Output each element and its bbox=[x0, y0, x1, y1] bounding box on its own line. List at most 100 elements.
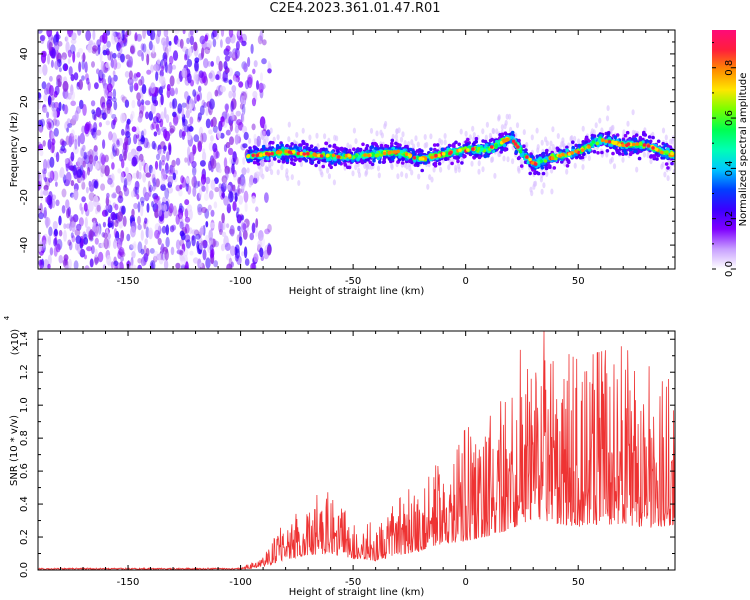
noise-blob bbox=[61, 52, 67, 60]
noise-blob bbox=[134, 180, 140, 190]
colorbar-tick-label: 0.6 bbox=[724, 110, 735, 126]
noise-blob bbox=[41, 81, 47, 90]
signal-blob bbox=[358, 147, 363, 152]
noise-blob bbox=[73, 146, 79, 155]
noise-blob bbox=[62, 259, 68, 265]
noise-blob bbox=[100, 183, 106, 191]
halo-blob bbox=[323, 133, 327, 140]
noise-blob bbox=[70, 84, 74, 96]
noise-blob bbox=[220, 243, 225, 252]
noise-blob bbox=[112, 52, 117, 59]
spectrogram-ytick-label: 40 bbox=[19, 48, 30, 61]
noise-blob bbox=[83, 151, 88, 160]
noise-blob bbox=[181, 67, 188, 79]
noise-blob bbox=[125, 173, 132, 186]
noise-blob bbox=[107, 217, 112, 225]
noise-blob bbox=[259, 30, 264, 42]
noise-blob bbox=[157, 127, 161, 136]
signal-blob bbox=[374, 153, 379, 158]
noise-blob bbox=[259, 116, 266, 129]
noise-blob bbox=[211, 32, 215, 40]
signal-blob bbox=[246, 154, 250, 159]
noise-blob bbox=[146, 53, 150, 66]
noise-blob bbox=[79, 99, 84, 110]
halo-blob bbox=[354, 164, 358, 171]
signal-blob bbox=[628, 152, 633, 156]
halo-blob bbox=[549, 140, 553, 147]
noise-blob bbox=[145, 172, 152, 178]
halo-blob bbox=[299, 161, 303, 168]
noise-blob bbox=[48, 122, 52, 129]
noise-blob bbox=[186, 37, 191, 45]
noise-blob bbox=[266, 245, 272, 256]
noise-blob bbox=[145, 163, 149, 175]
spectrogram-xtick-label: 50 bbox=[572, 276, 585, 287]
signal-blob bbox=[333, 156, 337, 160]
noise-blob bbox=[236, 119, 243, 126]
noise-blob bbox=[125, 131, 131, 138]
signal-blob bbox=[536, 160, 541, 165]
noise-blob bbox=[224, 242, 231, 251]
signal-blob bbox=[500, 132, 505, 137]
halo-blob bbox=[573, 135, 577, 142]
noise-blob bbox=[69, 192, 75, 198]
signal-blob bbox=[285, 144, 289, 148]
signal-blob bbox=[284, 149, 288, 153]
signal-blob bbox=[292, 162, 296, 166]
noise-blob bbox=[151, 121, 157, 130]
signal-blob bbox=[604, 139, 608, 144]
halo-blob bbox=[472, 136, 476, 143]
halo-blob bbox=[290, 174, 294, 181]
noise-blob bbox=[138, 171, 142, 180]
noise-blob bbox=[64, 36, 68, 42]
noise-blob bbox=[251, 123, 256, 131]
noise-blob bbox=[128, 56, 133, 68]
noise-blob bbox=[97, 113, 103, 119]
signal-blob bbox=[392, 150, 396, 154]
halo-blob bbox=[540, 188, 544, 195]
noise-blob bbox=[225, 129, 231, 136]
noise-blob bbox=[171, 159, 176, 168]
signal-blob bbox=[437, 153, 441, 158]
noise-blob bbox=[66, 127, 69, 133]
noise-blob bbox=[85, 30, 92, 42]
noise-blob bbox=[67, 123, 73, 128]
colorbar-tick-label: 0.2 bbox=[724, 211, 735, 227]
noise-blob bbox=[95, 107, 102, 118]
noise-blob bbox=[78, 61, 82, 73]
spectrogram-ytick-label: 20 bbox=[19, 95, 30, 108]
noise-blob bbox=[145, 247, 150, 257]
signal-blob bbox=[471, 147, 475, 151]
noise-blob bbox=[50, 59, 54, 68]
halo-blob bbox=[287, 121, 291, 128]
noise-blob bbox=[255, 218, 259, 228]
noise-blob bbox=[79, 177, 85, 184]
noise-blob bbox=[148, 111, 153, 121]
noise-blob bbox=[233, 173, 238, 181]
noise-blob bbox=[64, 64, 68, 71]
noise-blob bbox=[111, 162, 115, 170]
halo-blob bbox=[626, 120, 630, 127]
signal-blob bbox=[373, 147, 378, 151]
noise-blob bbox=[42, 106, 48, 113]
noise-blob bbox=[84, 265, 90, 269]
signal-blob bbox=[631, 137, 635, 142]
noise-blob bbox=[167, 175, 174, 185]
signal-blob bbox=[646, 144, 651, 148]
noise-blob bbox=[66, 118, 72, 128]
noise-blob bbox=[48, 226, 53, 237]
noise-blob bbox=[203, 58, 209, 69]
signal-blob bbox=[309, 144, 314, 148]
noise-blob bbox=[146, 202, 150, 213]
noise-blob bbox=[40, 264, 44, 269]
halo-blob bbox=[410, 139, 414, 146]
noise-blob bbox=[228, 228, 235, 235]
noise-blob bbox=[219, 132, 225, 139]
signal-blob bbox=[310, 160, 315, 164]
halo-blob bbox=[459, 128, 463, 135]
halo-blob bbox=[609, 158, 613, 165]
signal-blob bbox=[256, 158, 260, 163]
noise-blob bbox=[120, 112, 126, 124]
noise-blob bbox=[112, 88, 117, 100]
noise-blob bbox=[133, 202, 139, 210]
